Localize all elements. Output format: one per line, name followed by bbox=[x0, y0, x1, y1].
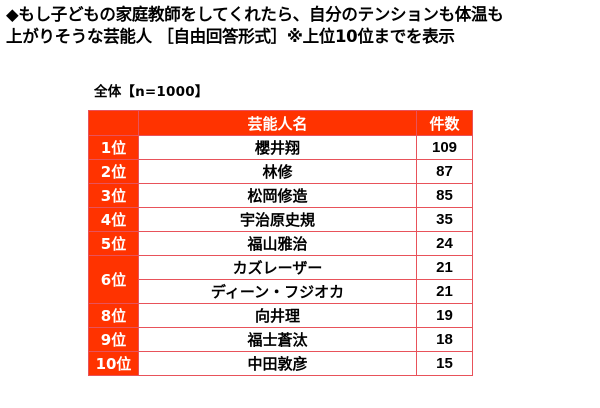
rank-cell: 3位 bbox=[88, 183, 139, 208]
count-cell: 85 bbox=[416, 183, 473, 208]
count-cell: 21 bbox=[416, 255, 473, 280]
name-cell: 向井理 bbox=[138, 303, 417, 328]
table-row: 1位 櫻井翔 109 bbox=[88, 135, 473, 160]
name-cell: ディーン・フジオカ bbox=[138, 279, 417, 304]
count-cell: 19 bbox=[416, 303, 473, 328]
rank-cell: 6位 bbox=[88, 255, 139, 304]
name-cell: 櫻井翔 bbox=[138, 135, 417, 160]
rank-cell: 8位 bbox=[88, 303, 139, 328]
table-row: 8位 向井理 19 bbox=[88, 303, 473, 328]
name-cell: 福山雅治 bbox=[138, 231, 417, 256]
ranking-table: 芸能人名 件数 1位 櫻井翔 109 2位 林修 87 3位 松岡修造 85 4… bbox=[88, 110, 473, 376]
rank-cell: 10位 bbox=[88, 351, 139, 376]
table-row: 9位 福士蒼汰 18 bbox=[88, 327, 473, 352]
count-cell: 18 bbox=[416, 327, 473, 352]
title-line-1: ◆もし子どもの家庭教師をしてくれたら、自分のテンションも体温も bbox=[6, 5, 504, 24]
name-cell: 松岡修造 bbox=[138, 183, 417, 208]
header-name: 芸能人名 bbox=[138, 110, 417, 136]
count-cell: 15 bbox=[416, 351, 473, 376]
name-cell: 中田敦彦 bbox=[138, 351, 417, 376]
title-line-2: 上がりそうな芸能人 ［自由回答形式］※上位10位までを表示 bbox=[6, 27, 455, 46]
count-cell: 35 bbox=[416, 207, 473, 232]
header-rank bbox=[88, 110, 139, 136]
table-row: 6位 カズレーザー 21 bbox=[88, 255, 473, 304]
table-row: 3位 松岡修造 85 bbox=[88, 183, 473, 208]
rank-cell: 5位 bbox=[88, 231, 139, 256]
table-header-row: 芸能人名 件数 bbox=[88, 110, 473, 136]
page-title: ◆もし子どもの家庭教師をしてくれたら、自分のテンションも体温も 上がりそうな芸能… bbox=[6, 4, 596, 48]
table-row: 10位 中田敦彦 15 bbox=[88, 351, 473, 376]
table-row: 2位 林修 87 bbox=[88, 159, 473, 184]
count-cell: 24 bbox=[416, 231, 473, 256]
name-cell: 宇治原史規 bbox=[138, 207, 417, 232]
count-cell: 21 bbox=[416, 279, 473, 304]
count-cell: 87 bbox=[416, 159, 473, 184]
table-row: ディーン・フジオカ 21 bbox=[89, 279, 473, 304]
name-cell: カズレーザー bbox=[138, 255, 417, 280]
table-row: 4位 宇治原史規 35 bbox=[88, 207, 473, 232]
count-cell: 109 bbox=[416, 135, 473, 160]
rank-cell: 1位 bbox=[88, 135, 139, 160]
rank-cell: 4位 bbox=[88, 207, 139, 232]
name-cell: 福士蒼汰 bbox=[138, 327, 417, 352]
rank-cell: 9位 bbox=[88, 327, 139, 352]
header-count: 件数 bbox=[416, 110, 473, 136]
name-cell: 林修 bbox=[138, 159, 417, 184]
table-row: 5位 福山雅治 24 bbox=[88, 231, 473, 256]
sample-size-label: 全体【n=1000】 bbox=[94, 84, 209, 100]
rank-cell: 2位 bbox=[88, 159, 139, 184]
